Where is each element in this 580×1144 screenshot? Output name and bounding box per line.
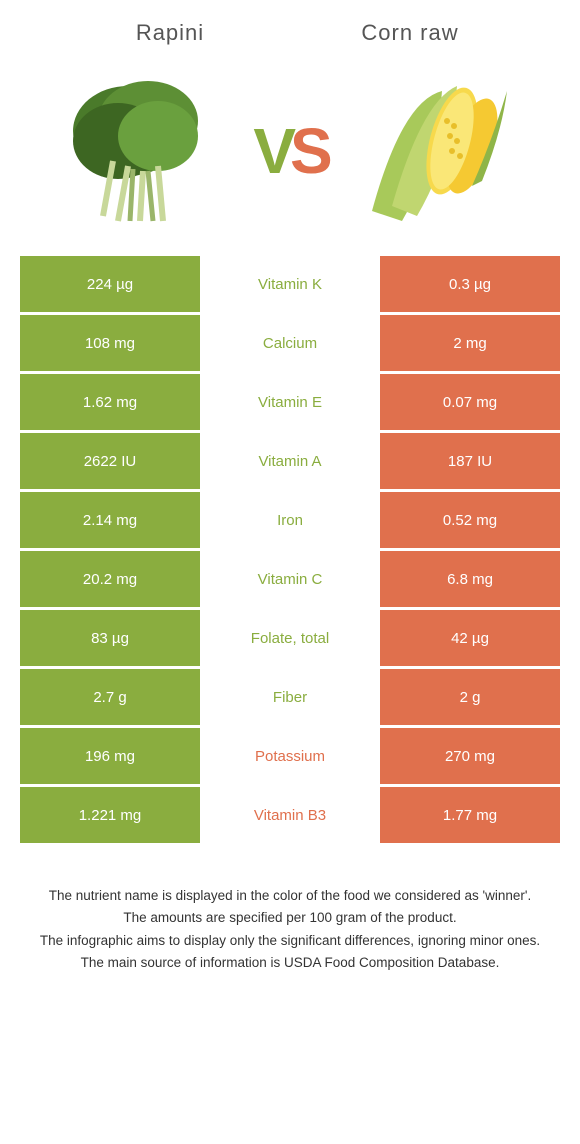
nutrient-row: 83 µgFolate, total42 µg (20, 610, 560, 666)
footer-line: The amounts are specified per 100 gram o… (30, 908, 550, 928)
nutrient-label: Calcium (200, 315, 380, 371)
value-left: 2.7 g (20, 669, 200, 725)
nutrient-label: Iron (200, 492, 380, 548)
value-left: 20.2 mg (20, 551, 200, 607)
header-row: Rapini Corn raw (0, 0, 580, 56)
value-right: 6.8 mg (380, 551, 560, 607)
vs-s: S (290, 115, 327, 187)
vs-row: VS (0, 56, 580, 256)
nutrient-label: Vitamin A (200, 433, 380, 489)
nutrient-label: Vitamin E (200, 374, 380, 430)
nutrient-row: 108 mgCalcium2 mg (20, 315, 560, 371)
food-title-right: Corn raw (290, 20, 530, 46)
nutrient-row: 196 mgPotassium270 mg (20, 728, 560, 784)
nutrient-row: 224 µgVitamin K0.3 µg (20, 256, 560, 312)
value-left: 108 mg (20, 315, 200, 371)
value-right: 2 g (380, 669, 560, 725)
nutrient-label: Potassium (200, 728, 380, 784)
nutrient-label: Vitamin B3 (200, 787, 380, 843)
nutrient-row: 2.14 mgIron0.52 mg (20, 492, 560, 548)
nutrient-label: Vitamin C (200, 551, 380, 607)
footer-line: The infographic aims to display only the… (30, 931, 550, 951)
value-left: 2622 IU (20, 433, 200, 489)
value-right: 270 mg (380, 728, 560, 784)
nutrient-row: 1.62 mgVitamin E0.07 mg (20, 374, 560, 430)
food-title-left: Rapini (50, 20, 290, 46)
value-right: 0.3 µg (380, 256, 560, 312)
value-right: 2 mg (380, 315, 560, 371)
value-left: 196 mg (20, 728, 200, 784)
value-right: 187 IU (380, 433, 560, 489)
footer-line: The nutrient name is displayed in the co… (30, 886, 550, 906)
nutrient-row: 2.7 gFiber2 g (20, 669, 560, 725)
nutrient-row: 1.221 mgVitamin B31.77 mg (20, 787, 560, 843)
footer-line: The main source of information is USDA F… (30, 953, 550, 973)
value-left: 224 µg (20, 256, 200, 312)
value-right: 0.07 mg (380, 374, 560, 430)
value-right: 42 µg (380, 610, 560, 666)
nutrient-row: 2622 IUVitamin A187 IU (20, 433, 560, 489)
nutrient-table: 224 µgVitamin K0.3 µg108 mgCalcium2 mg1.… (0, 256, 580, 843)
footer-notes: The nutrient name is displayed in the co… (0, 846, 580, 995)
value-right: 1.77 mg (380, 787, 560, 843)
value-left: 83 µg (20, 610, 200, 666)
vs-label: VS (253, 114, 326, 188)
nutrient-row: 20.2 mgVitamin C6.8 mg (20, 551, 560, 607)
corn-image (347, 66, 527, 236)
value-right: 0.52 mg (380, 492, 560, 548)
value-left: 1.221 mg (20, 787, 200, 843)
nutrient-label: Vitamin K (200, 256, 380, 312)
value-left: 1.62 mg (20, 374, 200, 430)
vs-v: V (253, 115, 290, 187)
nutrient-label: Fiber (200, 669, 380, 725)
rapini-image (53, 66, 233, 236)
value-left: 2.14 mg (20, 492, 200, 548)
nutrient-label: Folate, total (200, 610, 380, 666)
